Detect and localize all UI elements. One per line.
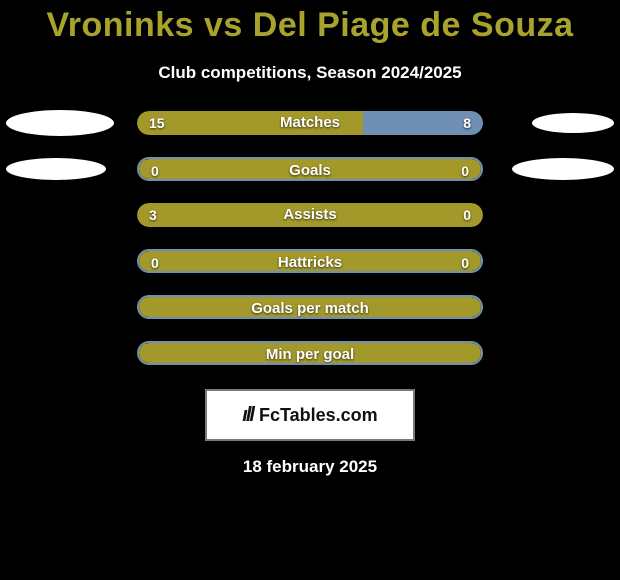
stat-bar: 3 Assists 0: [137, 203, 483, 227]
player2-ellipse: [512, 158, 614, 180]
stat-row: 0 Goals 0: [0, 157, 620, 181]
source-logo-text: FcTables.com: [259, 405, 378, 426]
comparison-infographic: Vroninks vs Del Piage de Souza Club comp…: [0, 0, 620, 580]
page-subtitle: Club competitions, Season 2024/2025: [0, 63, 620, 83]
stat-row: 15 Matches 8: [0, 111, 620, 135]
player1-ellipse: [6, 110, 114, 136]
snapshot-date: 18 february 2025: [0, 457, 620, 477]
stat-bar: 0 Goals 0: [137, 157, 483, 181]
stats-container: 15 Matches 8 0 Goals 0 3 As: [0, 111, 620, 365]
stat-bar: 0 Hattricks 0: [137, 249, 483, 273]
bar-chart-icon: ıll: [242, 404, 253, 427]
stat-bar: Min per goal: [137, 341, 483, 365]
stat-bar: 15 Matches 8: [137, 111, 483, 135]
stat-label: Assists: [137, 203, 483, 227]
stat-value-player2: 0: [461, 159, 469, 181]
stat-label: Matches: [137, 111, 483, 135]
stat-label: Hattricks: [139, 251, 481, 273]
stat-row: Goals per match: [0, 295, 620, 319]
player2-ellipse: [532, 113, 614, 133]
stat-label: Goals: [139, 159, 481, 181]
page-title: Vroninks vs Del Piage de Souza: [0, 6, 620, 45]
stat-label: Goals per match: [139, 297, 481, 319]
stat-row: 3 Assists 0: [0, 203, 620, 227]
stat-value-player2: 8: [463, 111, 471, 135]
stat-value-player2: 0: [463, 203, 471, 227]
stat-row: Min per goal: [0, 341, 620, 365]
player1-ellipse: [6, 158, 106, 180]
stat-value-player2: 0: [461, 251, 469, 273]
stat-row: 0 Hattricks 0: [0, 249, 620, 273]
stat-bar: Goals per match: [137, 295, 483, 319]
source-logo: ıll FcTables.com: [205, 389, 415, 441]
stat-label: Min per goal: [139, 343, 481, 365]
